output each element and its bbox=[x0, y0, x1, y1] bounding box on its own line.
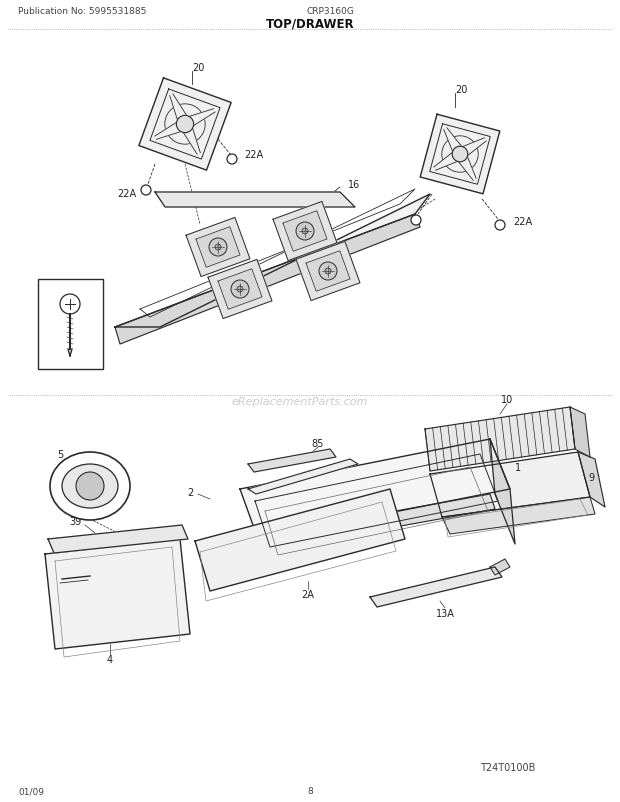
Text: TOP/DRAWER: TOP/DRAWER bbox=[266, 18, 354, 30]
Polygon shape bbox=[248, 449, 336, 472]
Polygon shape bbox=[240, 494, 495, 554]
Circle shape bbox=[76, 472, 104, 500]
Text: 8: 8 bbox=[307, 787, 313, 796]
Polygon shape bbox=[115, 195, 430, 327]
Polygon shape bbox=[490, 559, 510, 575]
Text: 16: 16 bbox=[348, 180, 360, 190]
Polygon shape bbox=[306, 252, 350, 292]
Polygon shape bbox=[155, 192, 355, 208]
Polygon shape bbox=[430, 452, 590, 517]
Polygon shape bbox=[195, 489, 405, 591]
Polygon shape bbox=[186, 218, 250, 277]
Text: 1: 1 bbox=[515, 463, 521, 472]
Polygon shape bbox=[196, 228, 240, 268]
Text: 5: 5 bbox=[57, 449, 63, 460]
Circle shape bbox=[325, 269, 331, 274]
Text: 10: 10 bbox=[501, 395, 513, 404]
Circle shape bbox=[227, 155, 237, 164]
Polygon shape bbox=[442, 497, 595, 534]
Text: 85: 85 bbox=[312, 439, 324, 448]
Text: 88: 88 bbox=[49, 282, 61, 292]
Bar bbox=[38, 280, 103, 370]
Ellipse shape bbox=[62, 464, 118, 508]
Text: 22: 22 bbox=[402, 223, 414, 233]
Polygon shape bbox=[296, 242, 360, 302]
Text: 20: 20 bbox=[455, 85, 467, 95]
Polygon shape bbox=[248, 460, 358, 494]
Text: CRP3160G: CRP3160G bbox=[306, 7, 354, 17]
Polygon shape bbox=[578, 452, 605, 508]
Circle shape bbox=[141, 186, 151, 196]
Polygon shape bbox=[115, 215, 420, 345]
Circle shape bbox=[411, 216, 421, 225]
Text: T24T0100B: T24T0100B bbox=[480, 762, 536, 772]
Text: Publication No: 5995531885: Publication No: 5995531885 bbox=[18, 7, 146, 17]
Text: 4: 4 bbox=[107, 654, 113, 664]
Text: eReplacementParts.com: eReplacementParts.com bbox=[232, 396, 368, 407]
Circle shape bbox=[231, 281, 249, 298]
Circle shape bbox=[237, 286, 243, 293]
Circle shape bbox=[215, 245, 221, 251]
Text: 20: 20 bbox=[192, 63, 205, 73]
Text: 13A: 13A bbox=[436, 608, 454, 618]
Polygon shape bbox=[283, 212, 327, 252]
Circle shape bbox=[319, 263, 337, 281]
Circle shape bbox=[495, 221, 505, 231]
Polygon shape bbox=[370, 567, 502, 607]
Polygon shape bbox=[45, 539, 190, 649]
Text: 2A: 2A bbox=[301, 589, 314, 599]
Circle shape bbox=[209, 239, 227, 257]
Circle shape bbox=[296, 223, 314, 241]
Polygon shape bbox=[218, 269, 262, 310]
Polygon shape bbox=[273, 202, 337, 261]
Text: 01/09: 01/09 bbox=[18, 787, 44, 796]
Text: 39: 39 bbox=[69, 516, 81, 526]
Polygon shape bbox=[420, 115, 500, 195]
Text: 22A: 22A bbox=[117, 188, 136, 199]
Polygon shape bbox=[240, 439, 510, 539]
Circle shape bbox=[60, 294, 80, 314]
Text: 2: 2 bbox=[187, 488, 193, 497]
Text: 9: 9 bbox=[588, 472, 594, 482]
Text: 22A: 22A bbox=[513, 217, 532, 227]
Circle shape bbox=[302, 229, 308, 235]
Polygon shape bbox=[139, 79, 231, 171]
Ellipse shape bbox=[50, 452, 130, 520]
Polygon shape bbox=[48, 525, 188, 553]
Text: 22A: 22A bbox=[244, 150, 263, 160]
Circle shape bbox=[176, 116, 193, 133]
Polygon shape bbox=[208, 260, 272, 319]
Polygon shape bbox=[425, 407, 575, 472]
Polygon shape bbox=[490, 439, 515, 545]
Polygon shape bbox=[570, 407, 590, 457]
Circle shape bbox=[452, 147, 468, 163]
